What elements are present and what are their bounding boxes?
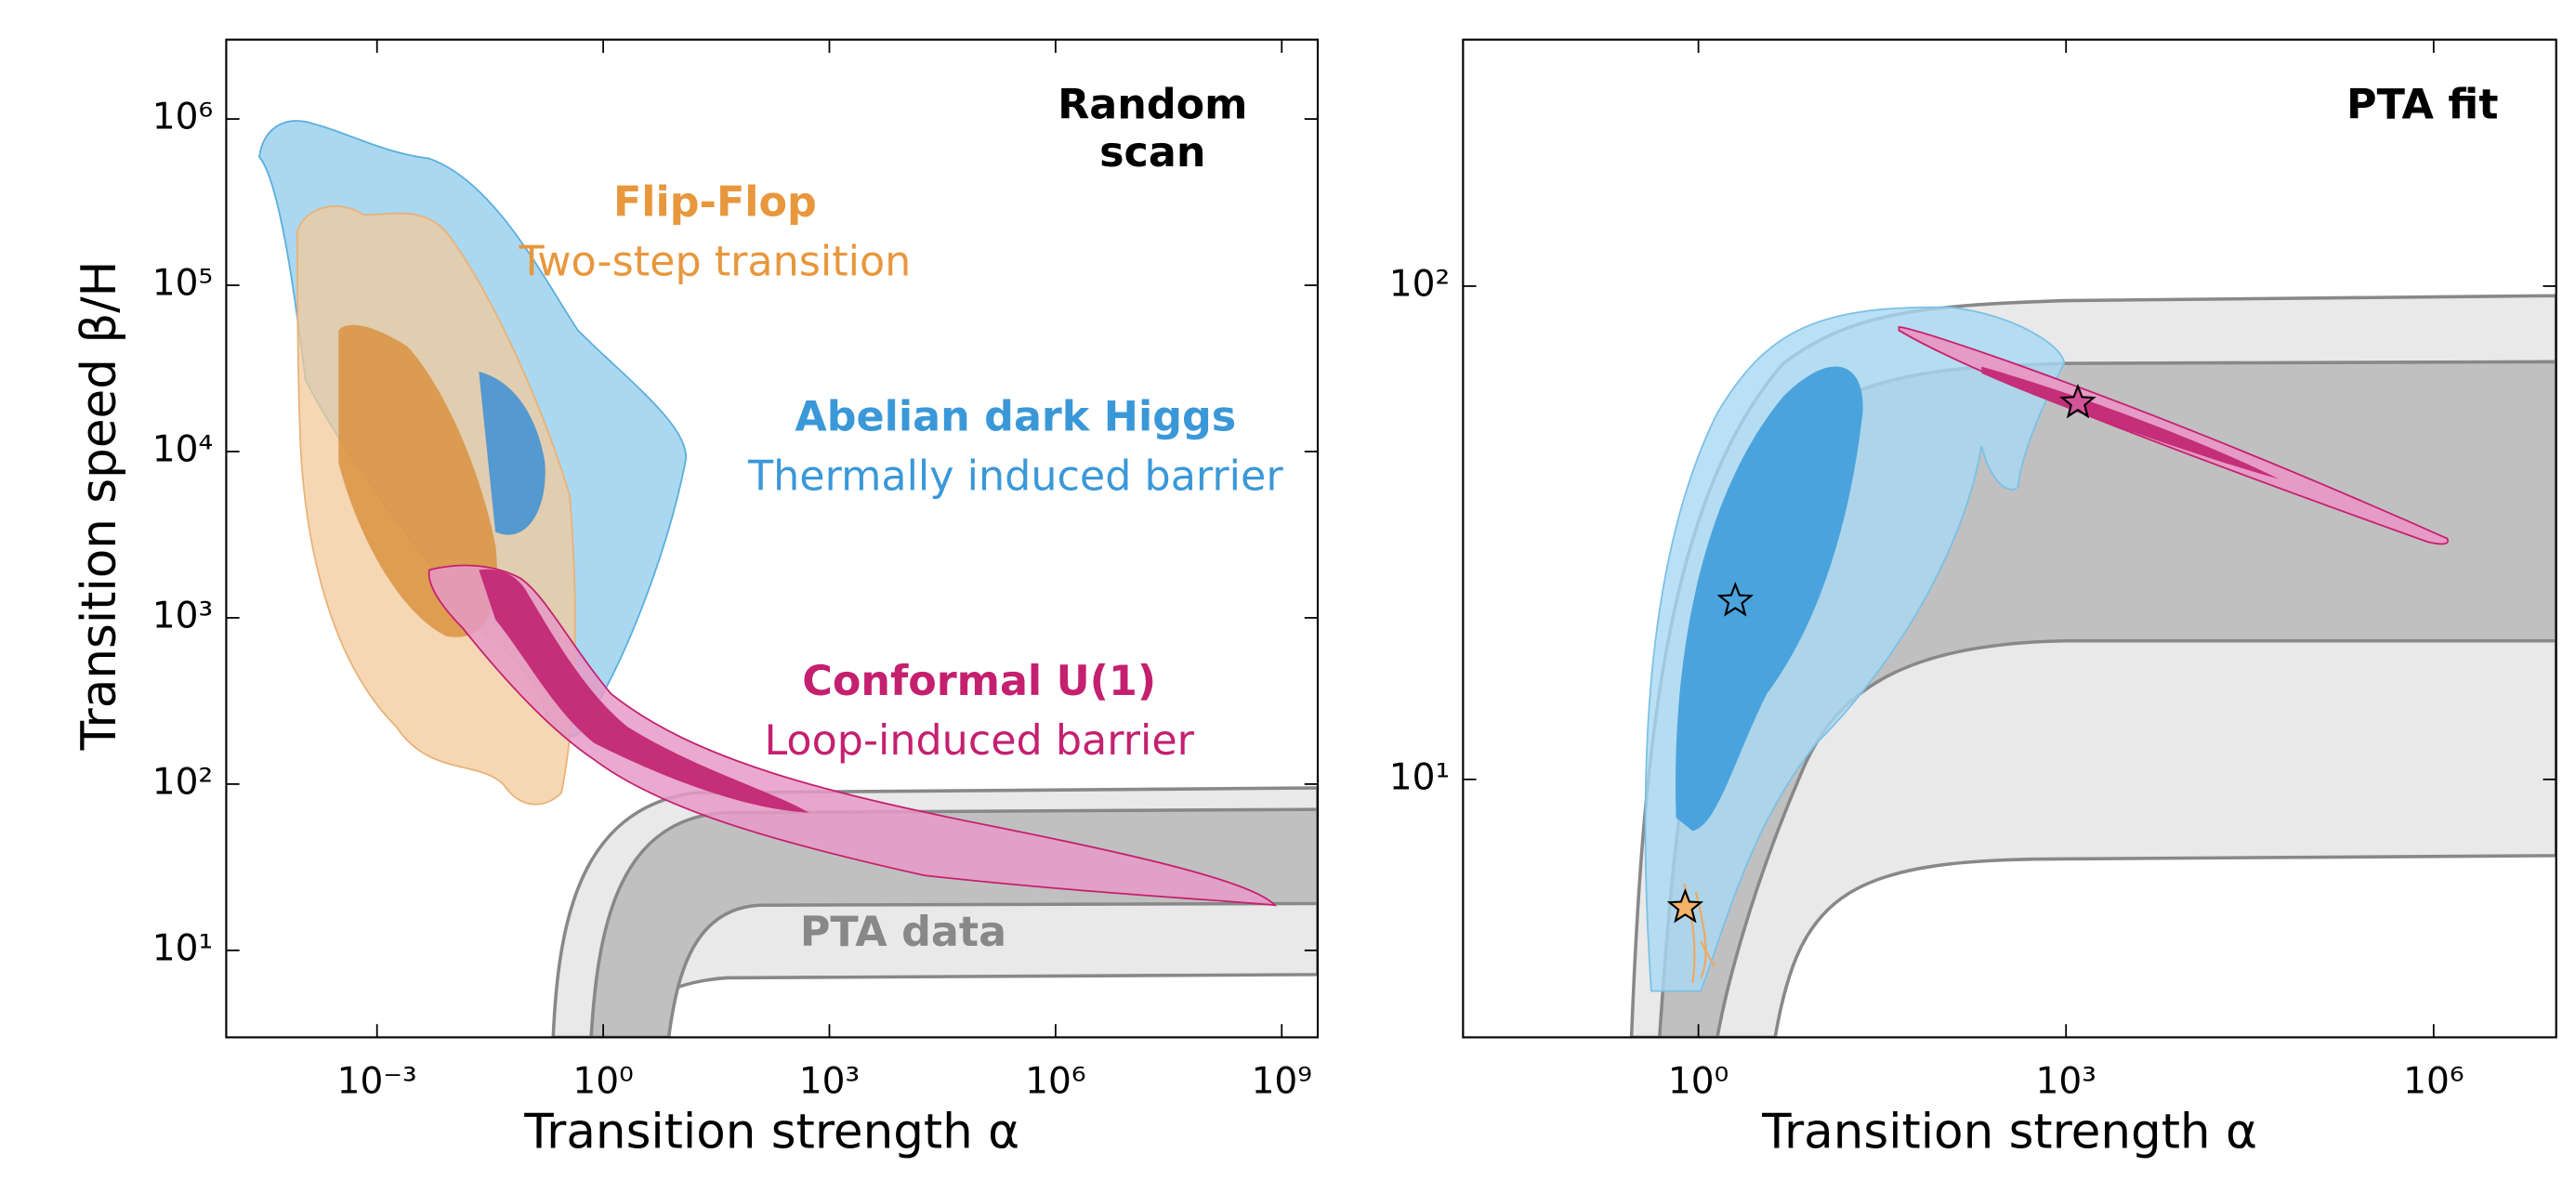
annotation: PTA data (800, 909, 1006, 956)
x-axis-label: Transition strength α (523, 1104, 1019, 1160)
y-tick-label: 10¹ (1389, 756, 1450, 798)
x-tick-label: 10⁰ (1668, 1061, 1728, 1103)
y-tick-label: 10³ (152, 595, 213, 636)
y-tick-label: 10² (152, 761, 213, 803)
x-tick-label: 10⁰ (572, 1061, 633, 1103)
annotation: Abelian dark Higgs (795, 394, 1236, 441)
x-tick-label: 10³ (799, 1061, 860, 1103)
y-tick-label: 10⁶ (152, 97, 213, 138)
chart-layer: 10⁻³ 10⁰ 10³ 10⁶ 10⁹10¹10²10³10⁴10⁵10⁶Transi… (72, 39, 2556, 1160)
conformal-inner (479, 569, 809, 813)
left-contours (258, 120, 1318, 1038)
best-fit-star (1716, 582, 1755, 617)
annotation: Flip-Flop (613, 178, 817, 226)
annotation: PTA fit (2346, 82, 2498, 129)
annotation: scan (1099, 129, 1205, 177)
best-fit-star (1666, 887, 1704, 924)
x-axis-label: Transition strength α (1761, 1104, 2257, 1160)
right-contours (1629, 294, 2556, 1038)
conformal-inner (1981, 366, 2280, 479)
plot-frame (225, 38, 1320, 1039)
y-tick-label: 10² (1389, 263, 1450, 305)
annotation: Loop-induced barrier (764, 717, 1194, 765)
x-tick-label: 10⁻³ (337, 1061, 417, 1103)
plot-frame (1462, 38, 2557, 1039)
annotation: Random (1058, 82, 1247, 129)
y-axis-label: Transition speed β/H (72, 261, 127, 752)
x-tick-label: 10⁹ (1252, 1061, 1312, 1103)
annotation: Thermally induced barrier (747, 453, 1283, 501)
y-tick-label: 10⁴ (152, 428, 213, 470)
y-tick-label: 10¹ (152, 927, 213, 969)
flipflop-inner (338, 324, 497, 637)
abelian-inner (479, 372, 545, 535)
x-tick-label: 10⁶ (1025, 1061, 1085, 1103)
y-tick-label: 10⁵ (152, 263, 213, 305)
abelian-inner (1676, 366, 1863, 832)
best-fit-star (2059, 383, 2096, 419)
x-tick-label: 10³ (2036, 1061, 2096, 1103)
annotation: Two-step transition (518, 238, 911, 285)
x-tick-label: 10⁶ (2403, 1061, 2464, 1103)
annotation: Conformal U(1) (802, 658, 1156, 705)
